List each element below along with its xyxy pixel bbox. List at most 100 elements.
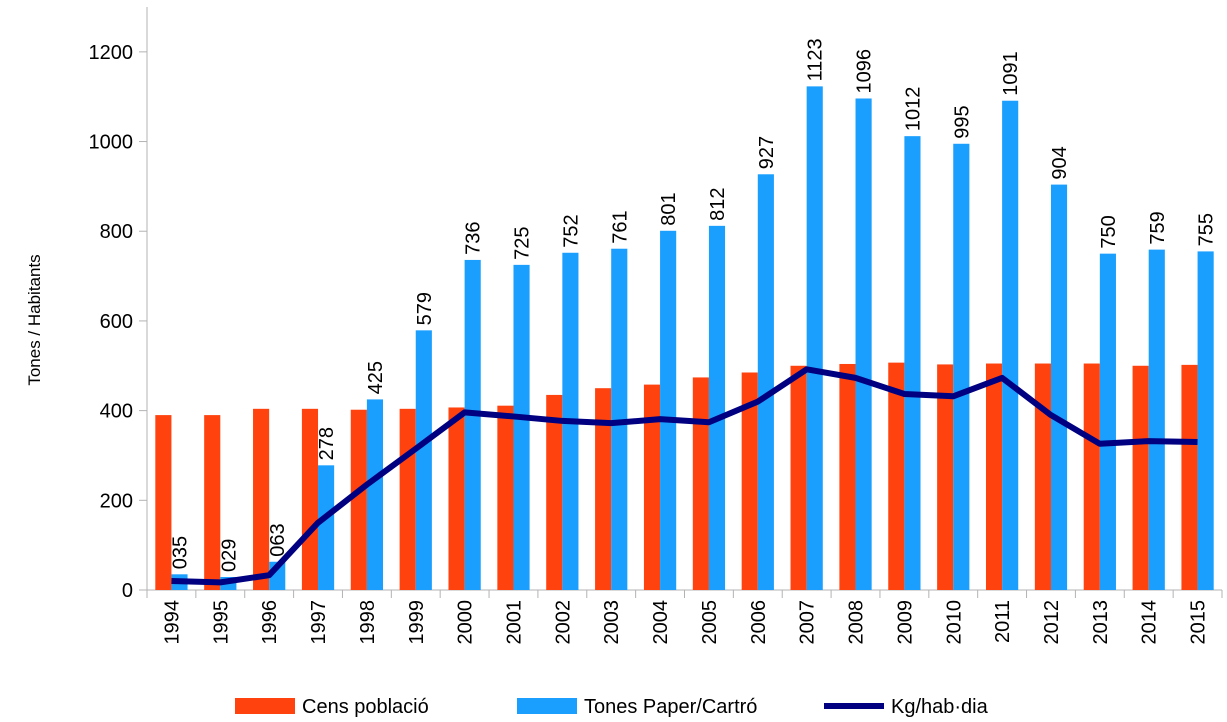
- bar: [546, 394, 563, 590]
- x-tick-label: 1998: [357, 600, 379, 645]
- y-tick-label: 800: [100, 221, 133, 243]
- bar: [953, 143, 970, 590]
- data-label: 425: [365, 361, 387, 394]
- bar: [806, 86, 823, 591]
- data-label: 761: [609, 210, 631, 243]
- y-axis-label: Tones / Habitants: [25, 254, 44, 385]
- bar: [513, 264, 530, 590]
- y-tick-label: 200: [100, 490, 133, 512]
- legend-label: Kg/hab·dia: [891, 696, 989, 718]
- x-tick-label: 2005: [699, 600, 721, 645]
- data-label: 995: [951, 105, 973, 138]
- bar: [692, 377, 709, 590]
- data-label: 029: [218, 539, 240, 572]
- x-tick-label: 1997: [308, 600, 330, 645]
- bar: [855, 98, 872, 591]
- data-label: 1091: [1000, 51, 1022, 96]
- data-label: 063: [267, 523, 289, 556]
- x-tick-label: 2011: [992, 600, 1014, 643]
- x-tick-label: 2002: [552, 600, 574, 645]
- data-label: 801: [658, 192, 680, 225]
- data-label: 752: [560, 214, 582, 247]
- x-tick-label: 2000: [455, 600, 477, 645]
- bar: [1132, 365, 1149, 590]
- data-label: 725: [512, 226, 534, 259]
- bar: [1034, 363, 1051, 590]
- bar: [708, 225, 726, 590]
- bar: [1083, 363, 1100, 590]
- bar: [448, 407, 465, 590]
- bar: [790, 365, 807, 590]
- legend-swatch: [235, 698, 295, 714]
- bar: [301, 408, 319, 590]
- bar: [937, 364, 954, 590]
- data-label: 750: [1098, 215, 1120, 248]
- bar: [741, 372, 758, 590]
- x-tick-label: 2008: [846, 600, 868, 645]
- y-tick-label: 400: [100, 401, 133, 423]
- data-label: 035: [169, 536, 191, 569]
- bar: [1099, 253, 1116, 590]
- bar: [1050, 184, 1068, 591]
- x-tick-label: 2004: [650, 600, 672, 645]
- bar: [1181, 364, 1198, 590]
- x-tick-label: 2014: [1139, 600, 1161, 645]
- data-label: 579: [414, 292, 436, 325]
- y-tick-label: 600: [100, 311, 133, 333]
- data-label: 1012: [902, 87, 924, 132]
- bar: [985, 363, 1003, 590]
- bar: [366, 399, 384, 590]
- bar: [464, 259, 481, 590]
- bar: [660, 230, 677, 591]
- bar: [399, 408, 416, 590]
- x-tick-label: 1994: [161, 600, 183, 645]
- y-tick-label: 0: [122, 580, 133, 602]
- data-label: 736: [463, 222, 485, 255]
- x-tick-label: 2009: [894, 600, 916, 645]
- bar: [318, 465, 335, 590]
- bar: [904, 136, 921, 590]
- x-tick-label: 1995: [210, 600, 232, 645]
- data-label: 927: [756, 136, 778, 169]
- bar: [253, 408, 270, 590]
- x-tick-label: 2001: [503, 600, 525, 645]
- x-tick-label: 1996: [259, 600, 281, 645]
- data-label: 278: [316, 427, 338, 460]
- legend-swatch: [517, 698, 577, 714]
- bar: [1002, 100, 1019, 591]
- bar: [611, 248, 628, 590]
- data-label: 755: [1196, 213, 1218, 246]
- legend-swatch: [824, 703, 884, 709]
- y-tick-label: 1000: [89, 132, 134, 154]
- legend-label: Cens població: [302, 696, 429, 718]
- bar: [595, 388, 612, 590]
- bar: [839, 363, 856, 590]
- data-label: 759: [1147, 211, 1169, 244]
- x-tick-label: 2003: [601, 600, 623, 645]
- data-label: 1123: [805, 38, 827, 81]
- x-tick-label: 2010: [943, 600, 965, 645]
- bar: [888, 362, 905, 590]
- bar: [497, 405, 514, 590]
- data-label: 812: [707, 187, 729, 220]
- bar: [757, 174, 774, 590]
- bar: [350, 409, 367, 590]
- y-tick-label: 1200: [89, 42, 134, 64]
- x-tick-label: 2015: [1188, 600, 1210, 645]
- data-label: 1096: [854, 49, 876, 94]
- x-tick-label: 2012: [1041, 600, 1063, 645]
- data-label: 904: [1049, 146, 1071, 179]
- bar: [415, 330, 432, 590]
- bar: [155, 415, 172, 590]
- legend-label: Tones Paper/Cartró: [584, 696, 757, 718]
- line: [171, 366, 1198, 586]
- bar: [1197, 251, 1214, 590]
- bar: [204, 415, 221, 590]
- x-tick-label: 2006: [748, 600, 770, 645]
- x-tick-label: 1999: [406, 600, 428, 645]
- x-tick-label: 2013: [1090, 600, 1112, 645]
- bar: [643, 384, 661, 590]
- x-tick-label: 2007: [797, 600, 819, 645]
- bar: [1148, 249, 1165, 591]
